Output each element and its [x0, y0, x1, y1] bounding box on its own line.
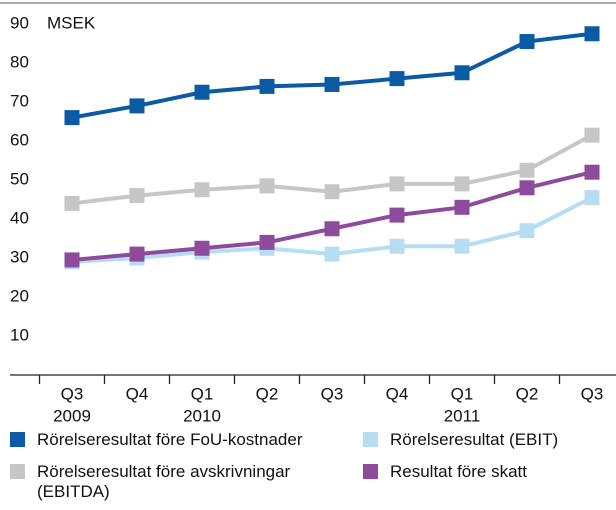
x-tick-label: Q1: [191, 384, 214, 403]
marker: [259, 234, 275, 250]
marker: [129, 98, 145, 114]
marker: [129, 246, 145, 262]
x-year-label: 2009: [53, 406, 91, 425]
marker: [194, 240, 210, 256]
x-tick-label: Q4: [386, 384, 409, 403]
marker: [194, 182, 210, 198]
x-tick-label: Q3: [61, 384, 84, 403]
marker: [64, 110, 80, 126]
x-year-label: 2011: [444, 406, 481, 425]
x-tick-label: Q4: [126, 384, 149, 403]
marker: [259, 78, 275, 94]
legend-item: Rörelseresultat före avskrivningar (EBIT…: [10, 462, 363, 502]
y-tick-label: 50: [10, 169, 29, 188]
marker: [519, 180, 535, 196]
legend-swatch: [10, 432, 25, 447]
marker: [64, 195, 80, 211]
marker: [519, 34, 535, 50]
y-tick-label: 60: [10, 130, 29, 149]
marker: [64, 252, 80, 268]
y-tick-label: 40: [10, 208, 29, 227]
marker: [389, 238, 405, 254]
marker: [454, 176, 470, 192]
marker: [584, 26, 600, 42]
marker: [194, 84, 210, 100]
y-tick-label: 30: [10, 247, 29, 266]
x-tick-label: Q2: [516, 384, 539, 403]
marker: [584, 190, 600, 206]
legend-swatch: [10, 464, 25, 479]
marker: [454, 199, 470, 215]
chart: MSEK 10 20 30 40 50 60 70 80 90 Q3 2009 Q4 Q1 2010 Q2 Q…: [0, 2, 616, 425]
legend-label: Rörelseresultat före FoU-kostnader: [37, 430, 303, 449]
x-tick-label: Q3: [321, 384, 344, 403]
marker: [389, 71, 405, 87]
x-tick-label: Q1: [451, 384, 474, 403]
y-axis-label: MSEK: [47, 13, 96, 32]
legend-label: Rörelseresultat (EBIT): [390, 430, 559, 449]
marker: [584, 164, 600, 180]
marker: [584, 127, 600, 143]
x-tick-label: Q2: [256, 384, 279, 403]
legend: Rörelseresultat före FoU-kostnader Rörels…: [10, 430, 610, 502]
x-year-label: 2010: [183, 406, 221, 425]
y-tick-label: 20: [10, 286, 29, 305]
legend-swatch: [363, 432, 378, 447]
marker: [129, 188, 145, 204]
marker: [454, 238, 470, 254]
y-tick-label: 90: [10, 13, 29, 32]
legend-label: Rörelseresultat före avskrivningar (EBIT…: [37, 462, 291, 501]
marker: [259, 178, 275, 194]
marker: [454, 65, 470, 81]
legend-swatch: [363, 464, 378, 479]
marker: [519, 223, 535, 239]
series-line: [71, 31, 593, 120]
marker: [389, 176, 405, 192]
marker: [324, 76, 340, 92]
y-tick-label: 80: [10, 52, 29, 71]
legend-item: Rörelseresultat före FoU-kostnader: [10, 430, 363, 450]
marker: [389, 207, 405, 223]
marker: [324, 246, 340, 262]
x-tick-label: Q3: [581, 384, 604, 403]
legend-item: Rörelseresultat (EBIT): [363, 430, 610, 450]
y-tick-label: 70: [10, 91, 29, 110]
marker: [324, 221, 340, 237]
marker: [324, 184, 340, 200]
legend-label: Resultat före skatt: [390, 462, 528, 481]
legend-item: Resultat före skatt: [363, 462, 610, 502]
marker: [519, 162, 535, 178]
y-tick-label: 10: [10, 325, 29, 344]
